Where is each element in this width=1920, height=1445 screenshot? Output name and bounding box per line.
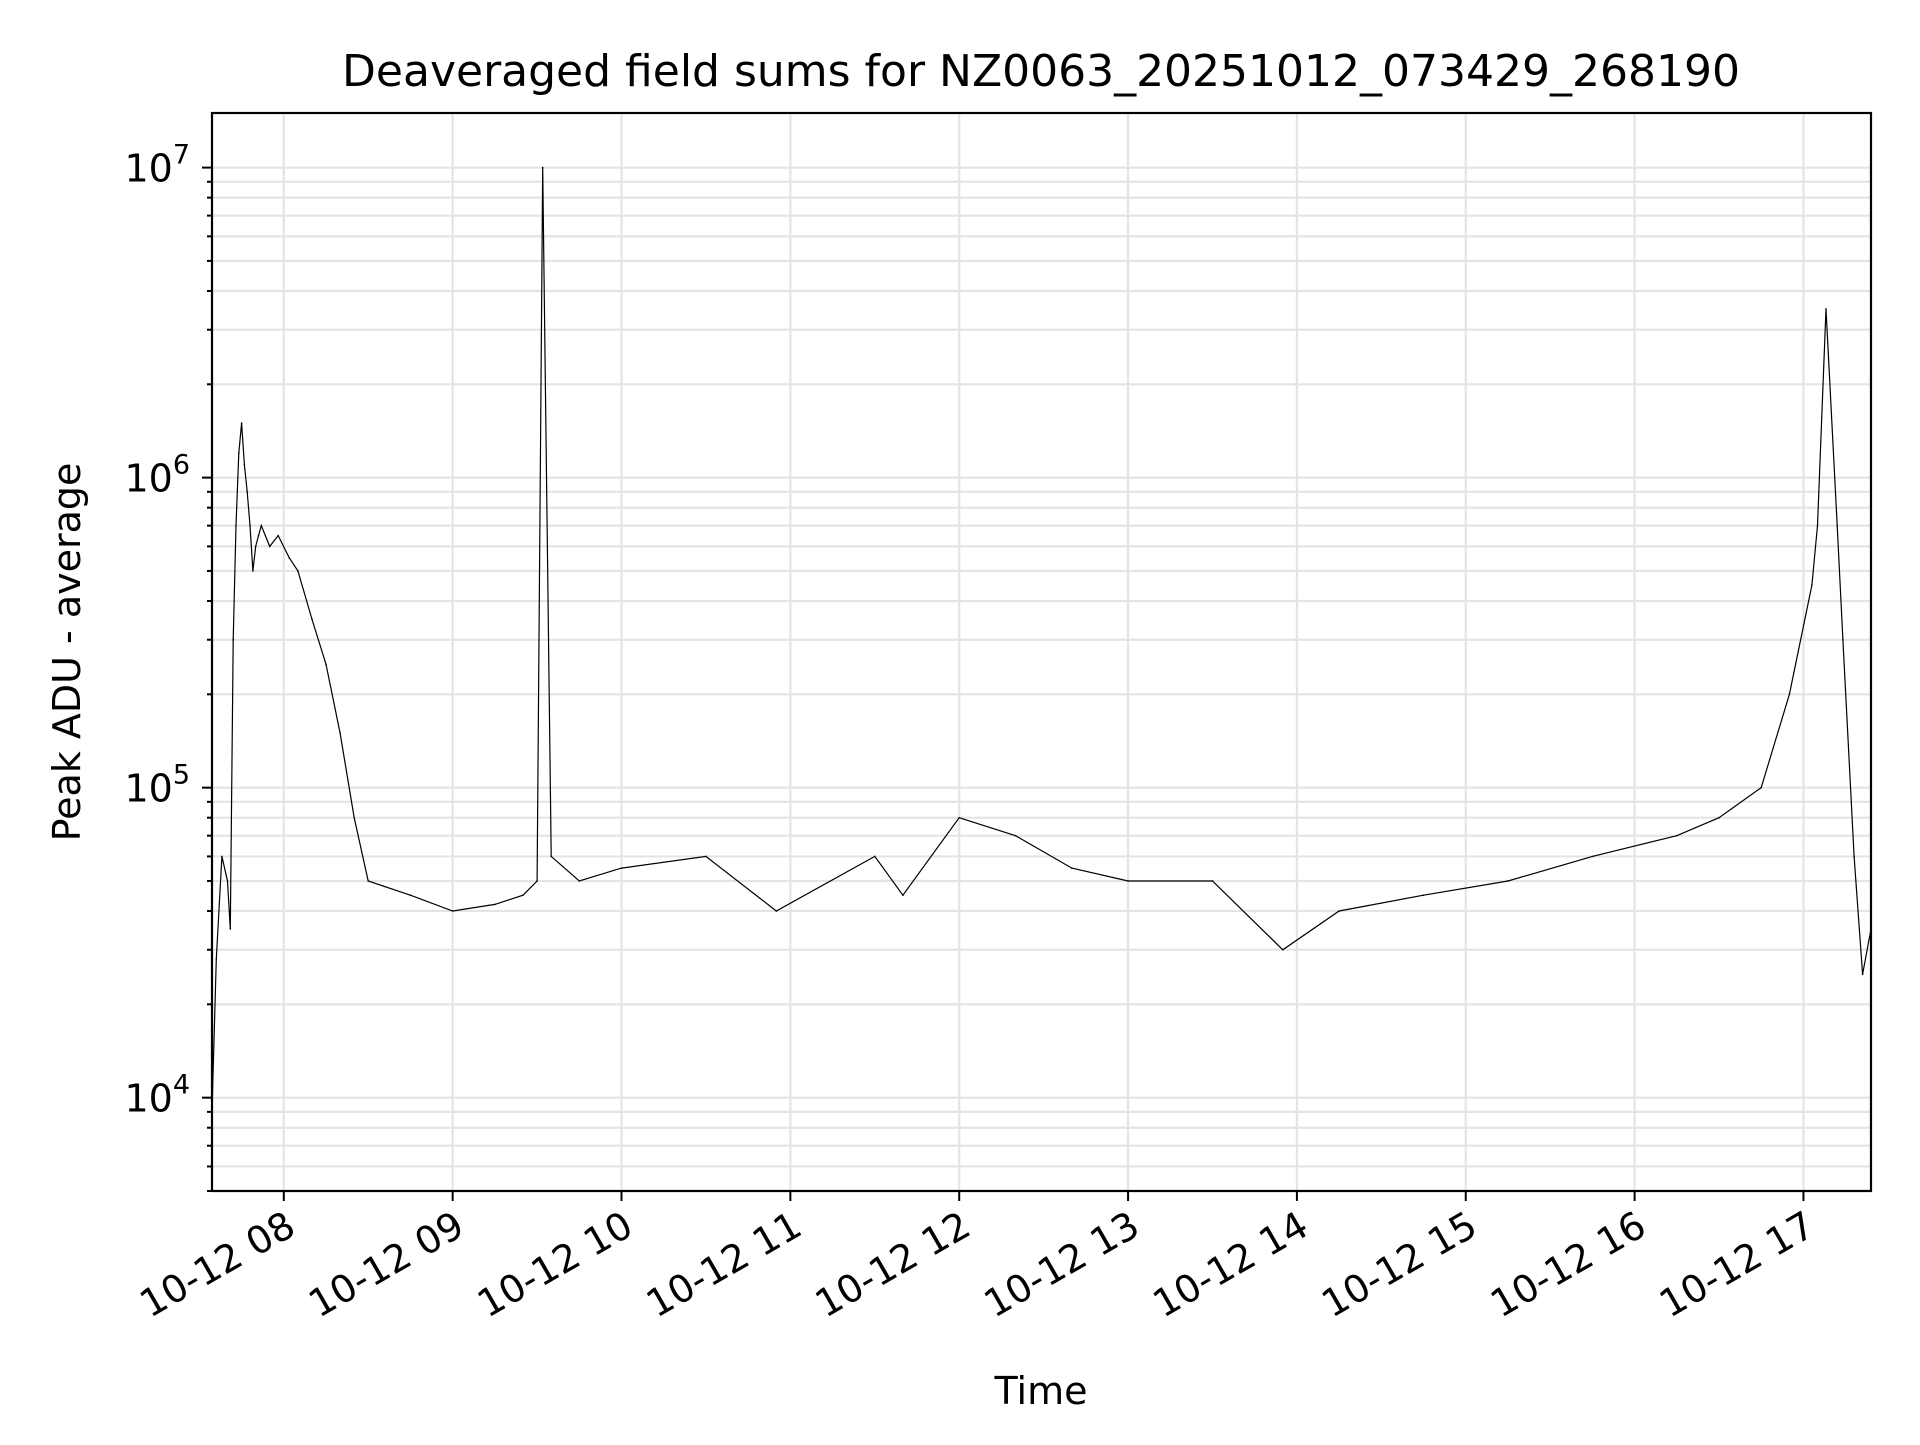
data-point <box>902 894 904 896</box>
data-point <box>226 880 229 882</box>
x-tick-label: 10-12 15 <box>1314 1203 1484 1327</box>
data-point <box>1816 524 1819 527</box>
data-point <box>541 166 544 169</box>
data-point <box>229 928 232 930</box>
data-point <box>260 524 263 527</box>
series-line <box>211 167 1872 1112</box>
data-point <box>1014 834 1017 837</box>
x-tick-label: 10-12 13 <box>977 1203 1147 1327</box>
data-point <box>1788 693 1791 696</box>
x-axis-label: Time <box>994 1369 1088 1413</box>
data-point <box>288 557 291 559</box>
data-point <box>215 958 218 960</box>
data-point <box>1842 638 1844 641</box>
grid-layer <box>212 113 1871 1193</box>
data-point <box>235 524 237 527</box>
data-point <box>1676 834 1678 837</box>
data-point <box>1591 855 1594 858</box>
y-tick-label: 106 <box>124 450 190 501</box>
data-point <box>536 880 538 882</box>
data-point <box>252 570 254 572</box>
data-point <box>237 452 240 454</box>
x-tick-label: 10-12 08 <box>132 1203 302 1327</box>
data-point <box>297 570 299 572</box>
data-point <box>277 534 279 537</box>
data-point <box>522 894 524 896</box>
series-layer <box>211 166 1872 1113</box>
data-point <box>494 903 496 906</box>
y-axis-label: Peak ADU - average <box>45 463 89 842</box>
data-point <box>578 880 581 882</box>
data-point <box>243 463 246 466</box>
data-point <box>1861 973 1864 976</box>
data-point <box>1811 584 1813 586</box>
x-tick-label: 10-12 14 <box>1145 1203 1315 1327</box>
x-tick-label: 10-12 12 <box>808 1203 978 1327</box>
y-tick-label: 107 <box>124 140 190 191</box>
data-point <box>958 816 961 819</box>
data-point <box>311 618 313 620</box>
data-point <box>246 491 249 493</box>
x-tick-label: 10-12 11 <box>639 1203 809 1327</box>
data-point <box>1338 910 1340 912</box>
data-point <box>249 524 251 527</box>
data-point <box>409 894 412 896</box>
chart-title: Deaveraged field sums for NZ0063_2025101… <box>342 46 1740 97</box>
data-point <box>339 732 341 734</box>
data-point <box>873 855 876 858</box>
y-tick-label: 104 <box>124 1070 190 1121</box>
data-point <box>232 638 234 641</box>
data-point <box>705 855 707 858</box>
x-tick-label: 10-12 17 <box>1652 1203 1822 1327</box>
data-point <box>367 880 370 882</box>
data-point <box>1422 894 1425 896</box>
data-point <box>1507 880 1509 882</box>
data-point <box>1282 948 1284 951</box>
data-point <box>240 422 243 424</box>
data-point <box>1836 524 1839 527</box>
data-point <box>451 910 454 912</box>
data-point <box>1211 880 1214 882</box>
x-tick-label: 10-12 09 <box>301 1203 471 1327</box>
data-point <box>620 867 623 869</box>
data-point <box>353 816 355 819</box>
data-point <box>254 545 257 548</box>
data-point <box>550 855 552 858</box>
y-tick-label: 105 <box>124 760 190 811</box>
data-point <box>1070 867 1073 869</box>
data-point <box>1760 786 1763 789</box>
data-point <box>1127 880 1129 882</box>
data-point <box>325 663 327 666</box>
data-point <box>1853 855 1855 858</box>
data-point <box>221 855 223 858</box>
data-point <box>1718 816 1720 819</box>
x-tick-label: 10-12 16 <box>1483 1203 1653 1327</box>
plot-frame <box>210 111 1873 1193</box>
data-point <box>268 545 271 548</box>
data-point <box>1825 308 1827 310</box>
data-point <box>257 534 260 537</box>
data-point <box>775 910 778 912</box>
x-tick-label: 10-12 10 <box>470 1203 640 1327</box>
